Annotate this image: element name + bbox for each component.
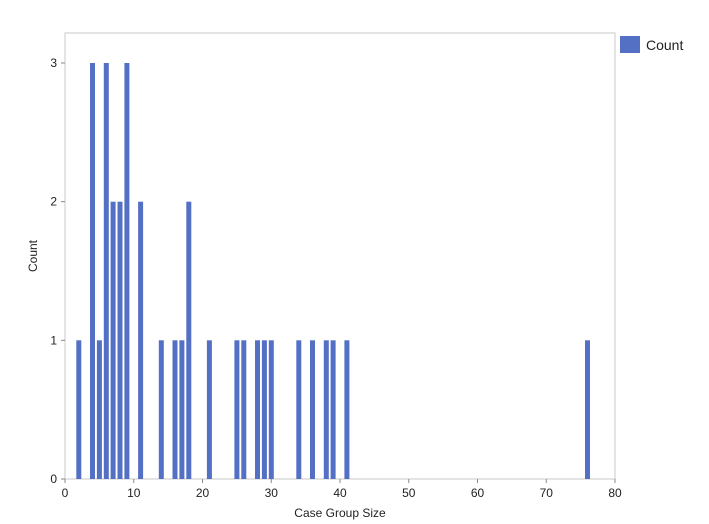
x-tick-label: 40 (333, 486, 347, 500)
bar-x-5 (96, 340, 102, 479)
bar-x-16 (172, 340, 178, 479)
y-axis-title: Count (26, 239, 40, 272)
x-tick-label: 50 (402, 486, 416, 500)
bar-x-26 (241, 340, 247, 479)
bar-x-28 (255, 340, 260, 479)
bar-x-11 (138, 201, 144, 479)
bar-x-18 (186, 201, 192, 479)
y-tick-label: 2 (50, 195, 57, 209)
bar-x-41 (344, 340, 350, 479)
y-tick-label: 1 (50, 333, 57, 347)
bar-x-21 (206, 340, 212, 479)
legend-label: Count (646, 36, 684, 53)
bar-x-39 (330, 340, 336, 479)
bar-x-8 (117, 201, 123, 479)
bar-x-25 (234, 340, 240, 479)
x-tick-label: 10 (127, 486, 141, 500)
y-tick-label: 0 (50, 472, 57, 486)
bar-x-7 (110, 201, 116, 479)
y-tick-label: 3 (50, 56, 57, 70)
bar-x-4 (90, 63, 95, 479)
x-tick-label: 60 (471, 486, 485, 500)
bar-x-9 (124, 63, 130, 479)
x-tick-label: 70 (540, 486, 554, 500)
bar-x-29 (261, 340, 267, 479)
legend-swatch (620, 36, 640, 53)
bar-x-36 (310, 340, 315, 479)
bar-x-14 (158, 340, 164, 479)
bar-x-76 (585, 340, 590, 479)
bar-x-30 (268, 340, 274, 479)
bar-x-17 (179, 340, 185, 479)
x-tick-label: 0 (62, 486, 69, 500)
bar-x-2 (76, 340, 82, 479)
x-tick-label: 80 (608, 486, 622, 500)
legend: Count (620, 36, 683, 53)
x-tick-label: 20 (196, 486, 210, 500)
x-tick-label: 30 (265, 486, 279, 500)
x-axis-ticks: 0 10 20 30 40 50 60 70 80 (62, 479, 622, 500)
y-axis-ticks: 0 1 2 3 (50, 56, 65, 486)
plot-frame (64, 32, 616, 480)
bars-group (76, 63, 590, 479)
bar-x-6 (103, 63, 109, 479)
bar-x-38 (323, 340, 329, 479)
bar-x-34 (296, 340, 302, 479)
x-axis-title: Case Group Size (294, 506, 386, 520)
